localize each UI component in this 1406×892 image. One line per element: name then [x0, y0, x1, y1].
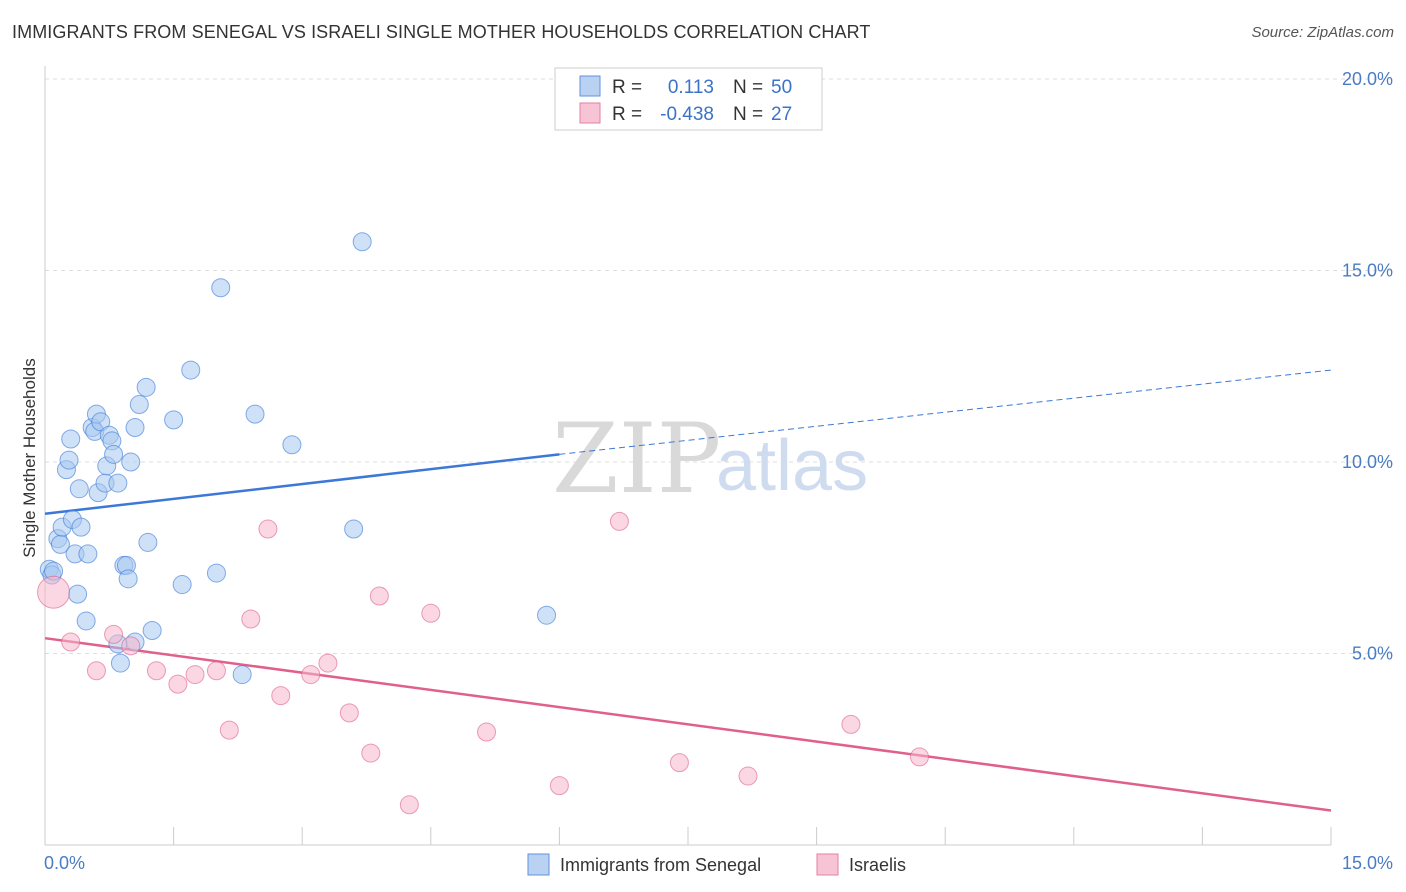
grid-lines: [45, 78, 1392, 654]
senegal-point-12: [69, 479, 89, 499]
israelis-point-12: [271, 686, 291, 706]
senegal-point-13: [71, 517, 91, 537]
israelis-point-6: [168, 674, 188, 694]
bottom-legend-swatch-israelis: [816, 853, 839, 876]
senegal-point-34: [129, 395, 149, 415]
israelis-point-5: [146, 661, 166, 681]
israelis-point-16: [361, 743, 381, 763]
israelis-point-17: [369, 586, 389, 606]
data-points: [37, 232, 929, 815]
legend-r-label-2: R =: [612, 104, 642, 125]
senegal-point-40: [181, 360, 201, 380]
axes: [44, 66, 1332, 846]
israelis-point-13: [301, 665, 321, 685]
israelis-point-3: [104, 624, 124, 644]
israelis-trend-line: [44, 636, 1332, 812]
israelis-point-25: [841, 714, 861, 734]
senegal-point-46: [344, 519, 364, 539]
senegal-point-31: [121, 452, 141, 472]
y-tick-label-2: 15.0%: [1342, 261, 1393, 281]
y-axis-title: Single Mother Households: [20, 358, 39, 557]
watermark: ZIP atlas: [552, 403, 868, 515]
senegal-point-26: [108, 473, 128, 493]
y-tick-label-1: 10.0%: [1342, 452, 1393, 472]
senegal-trend-line: [44, 453, 560, 515]
senegal-point-45: [282, 435, 302, 455]
tick-labels: 5.0% 10.0% 15.0% 20.0% 0.0% 15.0%: [44, 69, 1393, 873]
legend-box: R = 0.113 N = 50 R = -0.438 N = 27: [554, 67, 823, 131]
chart-title: IMMIGRANTS FROM SENEGAL VS ISRAELI SINGL…: [12, 22, 871, 42]
legend-n-label-2: N =: [733, 104, 763, 125]
senegal-point-48: [537, 605, 557, 625]
senegal-point-30: [118, 569, 138, 589]
senegal-point-38: [164, 410, 184, 430]
senegal-point-44: [245, 404, 265, 424]
senegal-point-27: [110, 653, 130, 673]
legend-r-value-1: 0.113: [668, 77, 714, 98]
senegal-point-14: [76, 611, 96, 631]
senegal-point-41: [206, 563, 226, 583]
y-tick-label-0: 5.0%: [1352, 644, 1393, 664]
israelis-point-15: [339, 703, 359, 723]
source-label: Source: ZipAtlas.com: [1251, 24, 1394, 41]
senegal-point-25: [104, 444, 124, 464]
israelis-point-4: [121, 636, 141, 656]
israelis-point-11: [258, 519, 278, 539]
legend-n-value-1: 50: [771, 77, 792, 98]
bottom-legend: Immigrants from Senegal Israelis: [527, 853, 906, 876]
bottom-legend-swatch-senegal: [527, 853, 550, 876]
legend-swatch-blue: [579, 75, 601, 97]
senegal-point-47: [352, 232, 372, 252]
israelis-point-0: [37, 575, 71, 609]
israelis-point-22: [609, 511, 629, 531]
legend-r-value-2: -0.438: [660, 104, 714, 125]
legend-swatch-pink: [579, 102, 601, 124]
israelis-point-14: [318, 653, 338, 673]
senegal-point-11: [68, 584, 88, 604]
senegal-point-8: [61, 429, 81, 449]
senegal-point-33: [125, 418, 145, 438]
senegal-point-15: [78, 544, 98, 564]
trend-lines: [44, 369, 1332, 812]
x-tick-label-1: 15.0%: [1342, 853, 1393, 873]
israelis-point-21: [549, 776, 569, 796]
israelis-point-8: [206, 661, 226, 681]
israelis-point-24: [738, 766, 758, 786]
x-tick-label-0: 0.0%: [44, 853, 85, 873]
israelis-point-1: [61, 632, 81, 652]
legend-n-label-1: N =: [733, 77, 763, 98]
bottom-legend-label-israelis: Israelis: [849, 855, 906, 875]
watermark-atlas: atlas: [716, 426, 868, 506]
senegal-point-42: [211, 278, 231, 298]
senegal-point-35: [136, 377, 156, 397]
israelis-point-18: [399, 795, 419, 815]
watermark-zip: ZIP: [552, 403, 721, 515]
senegal-point-20: [91, 412, 111, 432]
senegal-point-39: [172, 575, 192, 595]
israelis-point-10: [241, 609, 261, 629]
senegal-point-43: [232, 665, 252, 685]
israelis-point-9: [219, 720, 239, 740]
israelis-point-26: [909, 747, 929, 767]
israelis-point-7: [185, 665, 205, 685]
israelis-point-23: [669, 753, 689, 773]
senegal-point-7: [59, 450, 79, 470]
bottom-legend-label-senegal: Immigrants from Senegal: [560, 855, 761, 875]
israelis-point-19: [421, 603, 441, 623]
senegal-point-37: [142, 621, 162, 641]
y-tick-label-3: 20.0%: [1342, 69, 1393, 89]
senegal-point-36: [138, 532, 158, 552]
israelis-point-2: [86, 661, 106, 681]
legend-r-label-1: R =: [612, 77, 642, 98]
israelis-point-20: [477, 722, 497, 742]
legend-n-value-2: 27: [771, 104, 792, 125]
